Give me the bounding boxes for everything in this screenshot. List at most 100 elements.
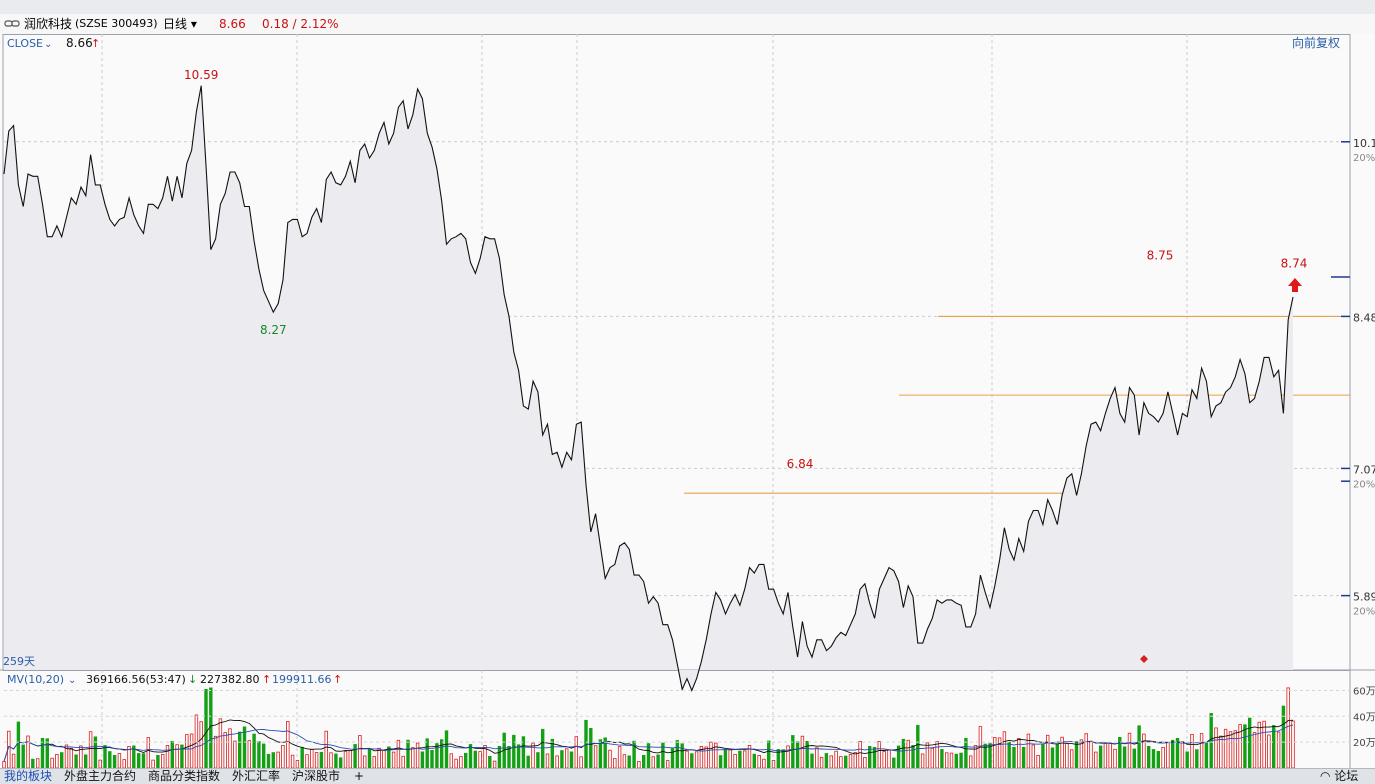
volume-bar — [50, 757, 54, 769]
volume-bar — [473, 750, 477, 769]
volume-bar — [55, 754, 59, 769]
price-annotations: 10.59 8.27 6.84 8.75 8.74 — [184, 68, 1307, 471]
tick-pct: 20% — [1353, 607, 1375, 618]
tab-foreign-futures[interactable]: 外盘主力合约 — [64, 769, 137, 783]
volume-bar — [372, 756, 376, 769]
tab-forex[interactable]: 外汇汇率 — [232, 769, 281, 783]
close-label[interactable]: CLOSE — [7, 37, 43, 50]
add-tab-button[interactable]: + — [354, 769, 365, 783]
volume-bar — [459, 756, 463, 769]
volume-bar — [108, 751, 112, 769]
mv-label[interactable]: MV(10,20) — [7, 673, 64, 686]
adjust-mode-button[interactable]: 向前复权 — [1292, 35, 1340, 50]
volume-bar — [98, 759, 102, 769]
volume-bar — [93, 736, 98, 769]
volume-bar — [723, 749, 728, 769]
volume-bar — [1185, 751, 1189, 769]
volume-bar — [117, 753, 122, 769]
volume-bar — [439, 739, 444, 769]
up-arrow-icon: ↑ — [262, 673, 271, 686]
volume-bar — [290, 754, 295, 769]
volume-bar — [824, 753, 829, 769]
volume-bar — [223, 732, 227, 769]
volume-bar — [1147, 746, 1151, 769]
volume-bar — [795, 741, 800, 769]
volume-tick-label: 40万 — [1353, 712, 1375, 723]
days-label: 259天 — [3, 655, 35, 668]
volume-bar — [872, 747, 877, 769]
volume-bar — [1050, 747, 1055, 769]
price-line — [3, 85, 1294, 692]
volume-bar — [925, 742, 930, 769]
tab-my-sectors[interactable]: 我的板块 — [4, 769, 53, 783]
volume-bar — [675, 740, 679, 769]
volume-ma-line — [3, 719, 1294, 762]
volume-bar — [300, 746, 304, 769]
volume-bar — [189, 733, 194, 769]
volume-bar — [160, 754, 165, 769]
period-selector[interactable]: 日线 ▾ — [163, 14, 197, 34]
volume-bar — [1171, 739, 1175, 769]
volume-bar — [329, 752, 333, 769]
volume-bar — [940, 749, 944, 769]
chevron-down-icon[interactable]: ⌄ — [44, 39, 52, 50]
volume-bar — [31, 758, 35, 769]
volume-bar — [844, 755, 848, 769]
chain-link-icon[interactable] — [4, 14, 20, 34]
volume-bar — [949, 752, 954, 769]
volume-bar — [569, 751, 574, 769]
volume-axis: 60万 40万 20万 — [4, 686, 1375, 749]
volume-bar — [815, 747, 819, 769]
volume-bar — [165, 745, 170, 769]
volume-bar — [863, 757, 867, 769]
volume-bar — [468, 744, 473, 769]
volume-bar — [1098, 745, 1103, 769]
volume-bar — [791, 735, 795, 769]
volume-bar — [1127, 732, 1132, 769]
volume-bar — [1161, 747, 1165, 769]
volume-bar — [613, 758, 617, 769]
volume-bar — [218, 718, 223, 769]
volume-bar — [1166, 741, 1170, 769]
volume-bar — [271, 752, 275, 769]
volume-bar — [69, 747, 73, 769]
volume-bar — [945, 752, 949, 769]
price-chart[interactable]: 10.59 8.27 6.84 8.75 8.74 10.1 20% 8.48 7.07 20%… — [0, 34, 1375, 769]
volume-bar — [738, 750, 742, 769]
volume-bar — [627, 755, 631, 769]
volume-bar — [1276, 731, 1281, 769]
volume-bar — [642, 755, 646, 769]
up-arrow-icon: ↑ — [91, 37, 100, 50]
volume-bar — [593, 745, 598, 769]
volume-bar — [122, 759, 126, 769]
volume-bar — [819, 756, 824, 769]
volume-bar — [1243, 724, 1247, 769]
volume-bar — [1267, 734, 1271, 769]
volume-bar — [622, 754, 627, 769]
volume-bar — [338, 757, 343, 769]
chart-header: 润欣科技 (SZSE 300493) 日线 ▾ 8.66 0.18 / 2.12… — [0, 14, 1375, 35]
chart-panel[interactable]: 10.59 8.27 6.84 8.75 8.74 10.1 20% 8.48 7.07 20%… — [0, 34, 1375, 769]
forum-link[interactable]: ◠ 论坛 — [1320, 769, 1358, 784]
tab-hs-stocks[interactable]: 沪深股市 — [292, 769, 341, 783]
volume-bar — [247, 740, 251, 769]
volume-bar — [1195, 749, 1199, 769]
headset-icon: ◠ — [1320, 769, 1335, 783]
volume-bar — [718, 755, 723, 769]
chevron-down-icon[interactable]: ⌄ — [68, 675, 76, 686]
volume-bar — [213, 735, 218, 769]
volume-bar — [853, 752, 857, 769]
volume-bar — [1122, 746, 1127, 769]
volume-bar — [617, 746, 622, 769]
volume-bar — [266, 754, 271, 769]
volume-bar — [295, 760, 300, 769]
volume-bar — [911, 745, 915, 769]
volume-bar — [1094, 751, 1098, 769]
tick-label: 10.1 — [1353, 137, 1375, 150]
price-axis: 10.1 20% 8.48 7.07 20% 5.89 20% — [1331, 137, 1375, 618]
tab-commodity-index[interactable]: 商品分类指数 — [148, 769, 221, 783]
volume-bar — [916, 724, 920, 769]
volume-bar — [1108, 742, 1112, 769]
volume-tick-label: 60万 — [1353, 686, 1375, 697]
volume-bar — [906, 739, 910, 769]
